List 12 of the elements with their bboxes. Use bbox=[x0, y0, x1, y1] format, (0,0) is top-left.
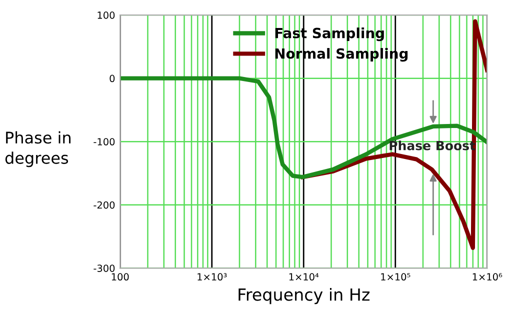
x-tick-label: 1×10⁴ bbox=[289, 273, 319, 281]
x-tick-label: 1×10⁶ bbox=[472, 273, 502, 281]
y-tick-label: -300 bbox=[94, 264, 115, 272]
y-tick-label: -100 bbox=[94, 138, 115, 146]
x-tick-label: 1×10⁵ bbox=[381, 273, 410, 281]
y-axis-title: Phase in degrees bbox=[5, 131, 70, 168]
x-axis-title: Frequency in Hz bbox=[238, 288, 370, 304]
x-tick-label: 1×10³ bbox=[198, 273, 227, 281]
y-tick-label: 100 bbox=[98, 12, 115, 19]
y-tick-label: 0 bbox=[110, 74, 115, 82]
x-tick-label: 100 bbox=[112, 273, 129, 281]
y-tick-label: -200 bbox=[94, 201, 115, 209]
